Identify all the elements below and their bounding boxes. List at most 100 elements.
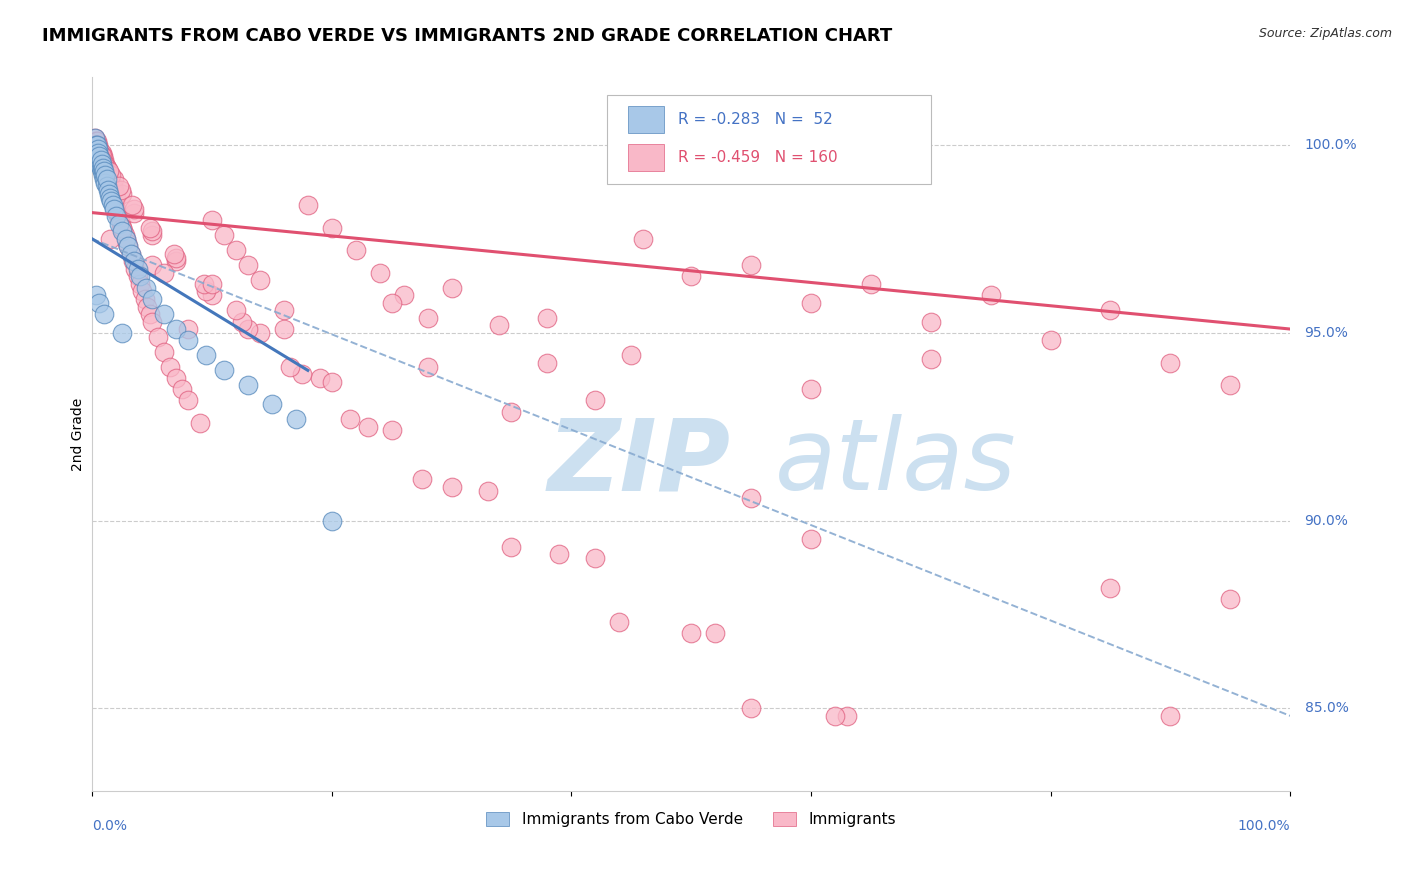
Point (90, 153, 112, 167)
Point (1159, 356, 1181, 370)
Point (225, 243, 247, 257)
Point (225, 303, 247, 318)
Point (501, 404, 523, 418)
Point (90, 145, 112, 160)
Point (83, 130, 105, 145)
Text: 90.0%: 90.0% (1305, 514, 1348, 527)
Point (84, 142, 107, 156)
Point (260, 397, 283, 411)
Point (477, 483, 499, 498)
Point (86, 138, 108, 153)
Point (620, 348, 643, 362)
Point (96, 179, 118, 194)
Point (141, 292, 163, 306)
Point (135, 281, 157, 295)
Point (101, 179, 124, 194)
Point (339, 412, 361, 426)
Point (440, 480, 463, 494)
Point (134, 292, 156, 306)
Point (87, 142, 110, 156)
Point (97, 179, 120, 194)
Point (89, 149, 111, 163)
Point (103, 194, 125, 209)
Point (212, 228, 235, 243)
Point (129, 277, 152, 291)
Point (501, 540, 523, 554)
Point (100, 168, 122, 182)
Point (86, 145, 108, 160)
Point (105, 210, 128, 224)
Point (321, 375, 343, 389)
Point (87, 138, 110, 153)
Point (1219, 378, 1241, 392)
Point (177, 393, 200, 408)
Point (94, 168, 117, 182)
Point (89, 295, 111, 310)
Point (87, 142, 110, 156)
Point (440, 281, 463, 295)
Point (91, 161, 114, 175)
Point (297, 198, 319, 212)
Point (104, 186, 127, 201)
Point (94, 157, 117, 171)
Point (165, 251, 187, 265)
Point (536, 310, 558, 325)
Point (249, 326, 271, 340)
Point (800, 382, 823, 396)
Point (344, 243, 367, 257)
Point (835, 708, 858, 723)
Point (681, 269, 703, 284)
Point (124, 262, 146, 277)
Point (859, 277, 882, 291)
Point (920, 352, 942, 367)
Point (188, 416, 211, 430)
Point (236, 378, 259, 392)
Point (84, 288, 107, 302)
Point (141, 314, 163, 328)
Point (920, 314, 942, 328)
Point (159, 359, 181, 374)
Text: 85.0%: 85.0% (1305, 701, 1348, 715)
Point (273, 322, 295, 336)
Point (141, 228, 163, 243)
Point (381, 295, 404, 310)
Point (97, 183, 120, 197)
Point (84, 138, 107, 153)
Point (111, 220, 134, 235)
Point (89, 149, 111, 163)
Point (141, 224, 163, 238)
Point (104, 198, 127, 212)
Point (93, 171, 115, 186)
Point (105, 202, 128, 216)
Point (101, 198, 124, 212)
FancyBboxPatch shape (627, 144, 664, 171)
Point (117, 239, 139, 253)
Point (111, 224, 134, 238)
Point (284, 412, 307, 426)
Point (87, 145, 110, 160)
Point (321, 514, 343, 528)
Point (111, 220, 134, 235)
Point (86, 134, 108, 148)
Point (740, 701, 762, 715)
Point (131, 285, 153, 299)
Point (201, 288, 224, 302)
Point (357, 419, 380, 434)
Point (107, 179, 129, 194)
Point (97, 164, 120, 178)
Point (153, 307, 176, 321)
Point (86, 142, 108, 156)
Point (96, 171, 118, 186)
Point (108, 213, 131, 227)
Point (607, 615, 630, 629)
Point (740, 491, 762, 505)
Point (91, 149, 114, 163)
Point (90, 164, 112, 178)
Point (112, 224, 135, 238)
Point (91, 168, 114, 182)
Point (193, 277, 215, 291)
Point (89, 157, 111, 171)
Point (1099, 303, 1122, 318)
Point (114, 232, 136, 246)
Point (93, 164, 115, 178)
